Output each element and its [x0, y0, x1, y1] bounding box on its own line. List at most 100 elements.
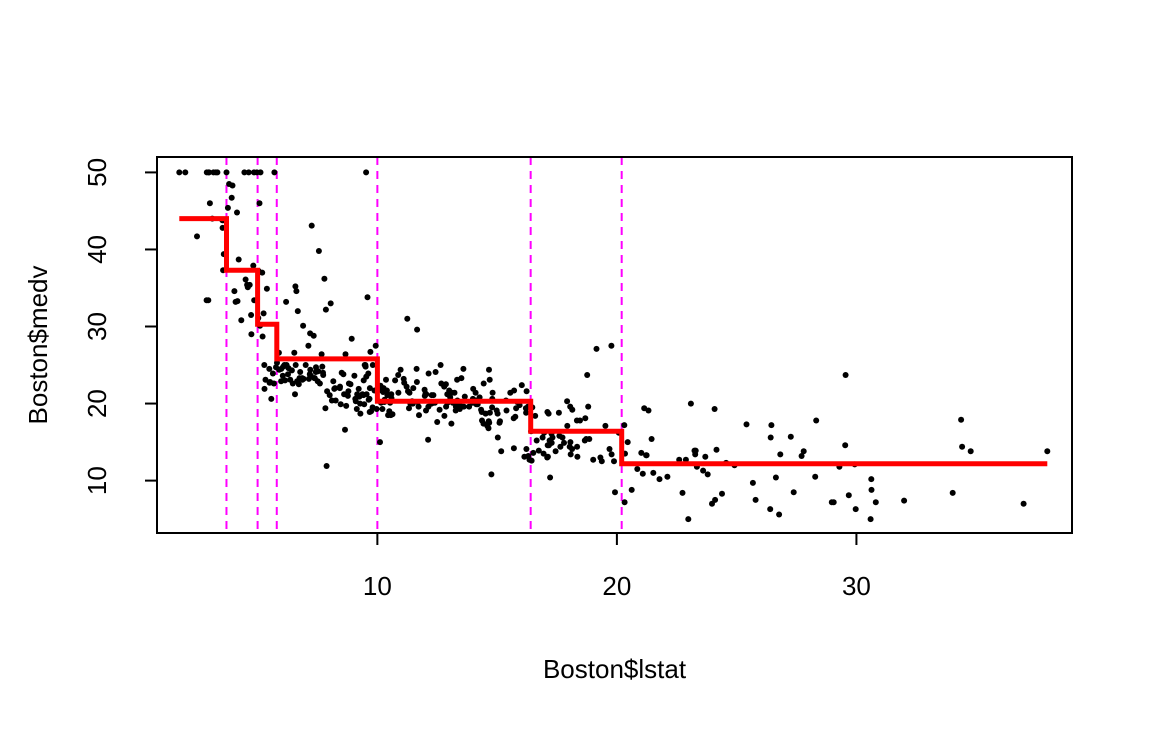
data-point	[223, 169, 230, 176]
data-point	[413, 365, 420, 372]
data-point	[608, 342, 615, 349]
data-point	[1044, 448, 1051, 455]
data-point	[584, 372, 591, 378]
data-point	[872, 499, 879, 506]
data-point	[250, 262, 257, 269]
data-point	[539, 434, 546, 441]
data-point	[342, 351, 349, 358]
x-axis-label: Boston$lstat	[543, 654, 687, 684]
data-point	[320, 372, 327, 378]
data-point	[345, 388, 352, 395]
data-point	[363, 169, 370, 176]
y-tick-label: 50	[82, 158, 112, 187]
data-point	[628, 486, 635, 493]
data-point	[293, 288, 300, 295]
data-point	[377, 439, 383, 446]
data-point	[798, 453, 805, 459]
data-point	[692, 447, 699, 454]
data-point	[297, 369, 304, 375]
data-point	[466, 403, 473, 410]
data-point	[257, 169, 264, 176]
data-point	[743, 421, 750, 428]
data-point	[310, 332, 317, 339]
data-point	[830, 499, 837, 506]
data-point	[460, 403, 467, 410]
data-point	[555, 409, 562, 416]
data-point	[958, 416, 965, 423]
cutpoint-lines	[225, 157, 623, 533]
data-point	[634, 466, 641, 472]
data-point	[711, 406, 718, 412]
data-point	[206, 200, 213, 207]
data-point	[645, 407, 652, 414]
data-point	[606, 446, 613, 452]
data-point	[704, 471, 711, 478]
data-point	[425, 370, 432, 377]
data-point	[702, 453, 709, 460]
data-point	[395, 389, 402, 396]
data-point	[523, 388, 530, 395]
data-point	[316, 380, 323, 387]
data-point	[643, 452, 650, 459]
data-point	[489, 404, 496, 411]
data-point	[340, 371, 347, 378]
data-point	[383, 376, 389, 383]
data-point	[245, 169, 252, 176]
data-point	[351, 372, 358, 379]
data-point	[228, 194, 235, 201]
data-point	[787, 433, 794, 440]
data-point	[234, 209, 240, 216]
data-point	[548, 439, 555, 446]
data-point	[434, 419, 441, 425]
data-point	[510, 445, 517, 452]
data-point	[279, 372, 286, 379]
data-point	[294, 308, 301, 315]
data-point	[269, 370, 276, 377]
data-point	[768, 422, 775, 429]
data-point	[285, 371, 291, 378]
data-point	[389, 411, 396, 418]
data-point	[812, 473, 819, 480]
data-point	[373, 406, 380, 412]
data-point	[569, 406, 576, 413]
data-point	[842, 442, 849, 449]
data-point	[406, 405, 412, 412]
data-point	[364, 294, 371, 301]
data-point	[342, 426, 348, 433]
data-point	[415, 403, 422, 410]
data-point	[549, 434, 556, 441]
data-point	[321, 275, 328, 282]
data-point	[403, 383, 410, 390]
data-point	[282, 377, 289, 384]
data-point	[967, 448, 974, 455]
data-point	[486, 409, 493, 416]
data-point	[608, 451, 615, 458]
data-point	[842, 372, 849, 378]
data-point	[441, 412, 448, 419]
data-point	[315, 248, 322, 254]
data-point	[308, 222, 315, 229]
data-point	[361, 401, 368, 408]
data-point	[611, 458, 617, 465]
data-point	[291, 349, 298, 356]
data-point	[749, 479, 756, 486]
data-point	[238, 317, 245, 324]
data-point	[425, 436, 432, 443]
data-point	[512, 413, 519, 420]
data-point	[593, 345, 600, 352]
data-point	[366, 385, 373, 392]
data-point	[685, 516, 692, 523]
data-point	[530, 449, 537, 456]
data-point	[700, 467, 707, 474]
data-point	[498, 448, 505, 455]
data-point	[451, 389, 458, 396]
data-point	[305, 342, 312, 349]
data-point	[246, 281, 253, 288]
data-point	[544, 453, 551, 460]
data-point	[414, 326, 421, 333]
data-point	[813, 417, 820, 424]
data-point	[448, 420, 455, 427]
data-point	[430, 392, 437, 399]
data-point	[379, 406, 386, 412]
